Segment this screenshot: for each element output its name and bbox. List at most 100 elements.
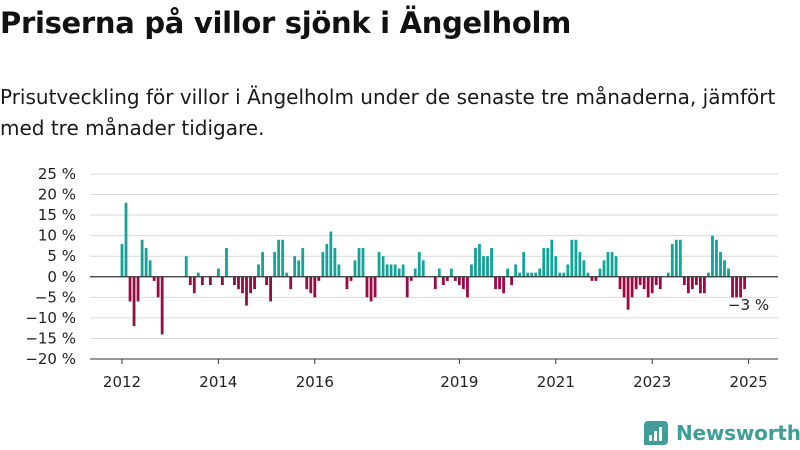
- bar: [542, 248, 546, 277]
- bar: [522, 252, 526, 277]
- bar: [727, 268, 730, 277]
- bar: [606, 252, 610, 277]
- y-tick-label: 25 %: [38, 165, 76, 183]
- bar: [221, 276, 224, 285]
- page-title: Priserna på villor sjönk i Ängelholm: [0, 6, 572, 40]
- bar: [526, 272, 530, 277]
- bar: [397, 268, 401, 277]
- bar: [345, 276, 349, 290]
- bar: [196, 272, 200, 277]
- x-tick-label: 2014: [199, 373, 237, 391]
- bar: [321, 252, 325, 277]
- bar: [277, 239, 281, 277]
- bar: [373, 276, 377, 298]
- bar: [462, 276, 465, 290]
- bar: [694, 276, 698, 285]
- bar: [634, 276, 638, 290]
- bar: [670, 243, 674, 277]
- bar: [317, 276, 321, 281]
- bar-chart: −20 % −15 % −10 % −5 % 0 % 5 % 10 % 15 % 20 % 25 …: [25, 165, 778, 391]
- bar: [385, 264, 389, 277]
- bar: [369, 276, 373, 302]
- bar: [494, 276, 497, 290]
- bar: [546, 248, 550, 277]
- bar: [490, 248, 493, 277]
- bar: [518, 272, 522, 277]
- bar: [626, 276, 630, 310]
- bar: [638, 276, 642, 285]
- bar: [534, 272, 538, 277]
- bar: [566, 264, 570, 277]
- bar: [140, 239, 144, 277]
- bar: [421, 260, 425, 277]
- bar: [265, 276, 268, 285]
- x-tick-label: 2019: [440, 373, 478, 391]
- bar: [437, 268, 441, 277]
- bar: [257, 264, 260, 277]
- bar: [237, 276, 240, 290]
- bar: [281, 239, 285, 277]
- x-axis: 2012 2014 2016 2019 2021 2023 2025: [90, 276, 778, 391]
- y-tick-label: −15 %: [25, 329, 76, 347]
- y-tick-label: −5 %: [35, 288, 76, 306]
- bar: [678, 239, 682, 277]
- bar: [353, 260, 357, 277]
- bar: [731, 276, 734, 298]
- bar: [393, 264, 397, 277]
- bar: [654, 276, 658, 285]
- bar: [225, 248, 228, 277]
- brand-name: Newsworthy: [676, 421, 800, 445]
- bar: [160, 276, 164, 335]
- bar: [297, 260, 301, 277]
- bar: [401, 264, 405, 277]
- bar: [253, 276, 256, 290]
- bar: [217, 268, 220, 277]
- bar: [453, 276, 457, 281]
- bar: [743, 276, 746, 290]
- bar: [409, 276, 413, 281]
- bar: [474, 248, 477, 277]
- bar: [590, 276, 594, 281]
- bar: [305, 276, 309, 290]
- x-tick-label: 2025: [730, 373, 768, 391]
- bar: [389, 264, 393, 277]
- bar: [309, 276, 313, 294]
- bar: [707, 272, 710, 277]
- bar: [132, 276, 136, 327]
- bar: [538, 268, 542, 277]
- bar: [241, 276, 244, 294]
- bar: [498, 276, 501, 290]
- bar: [514, 264, 518, 277]
- bar: [325, 243, 329, 277]
- bar: [510, 276, 514, 285]
- bar: [349, 276, 353, 281]
- bar: [301, 248, 305, 277]
- bar: [377, 252, 381, 277]
- bar: [458, 276, 461, 285]
- x-tick-label: 2023: [633, 373, 671, 391]
- bar: [630, 276, 634, 298]
- x-tick-label: 2021: [537, 373, 575, 391]
- bar: [445, 276, 449, 281]
- bar: [586, 272, 590, 277]
- y-axis-tick-labels: −20 % −15 % −10 % −5 % 0 % 5 % 10 % 15 % 20 % 25 …: [25, 165, 76, 368]
- bar: [405, 276, 409, 298]
- y-tick-label: 10 %: [38, 227, 76, 245]
- annotations: −3 %: [728, 296, 769, 314]
- bar: [285, 272, 289, 277]
- bar: [598, 268, 602, 277]
- bar: [711, 235, 714, 277]
- bar: [735, 276, 738, 298]
- bar: [269, 276, 273, 302]
- bar: [650, 276, 654, 294]
- bar: [614, 256, 618, 277]
- bar: [449, 268, 453, 277]
- bar: [249, 276, 252, 294]
- bar: [723, 260, 726, 277]
- bar: [554, 256, 558, 277]
- bar: [686, 276, 690, 294]
- bar: [200, 276, 204, 285]
- bar: [441, 276, 445, 285]
- bar: [152, 276, 156, 281]
- bar: [618, 276, 622, 290]
